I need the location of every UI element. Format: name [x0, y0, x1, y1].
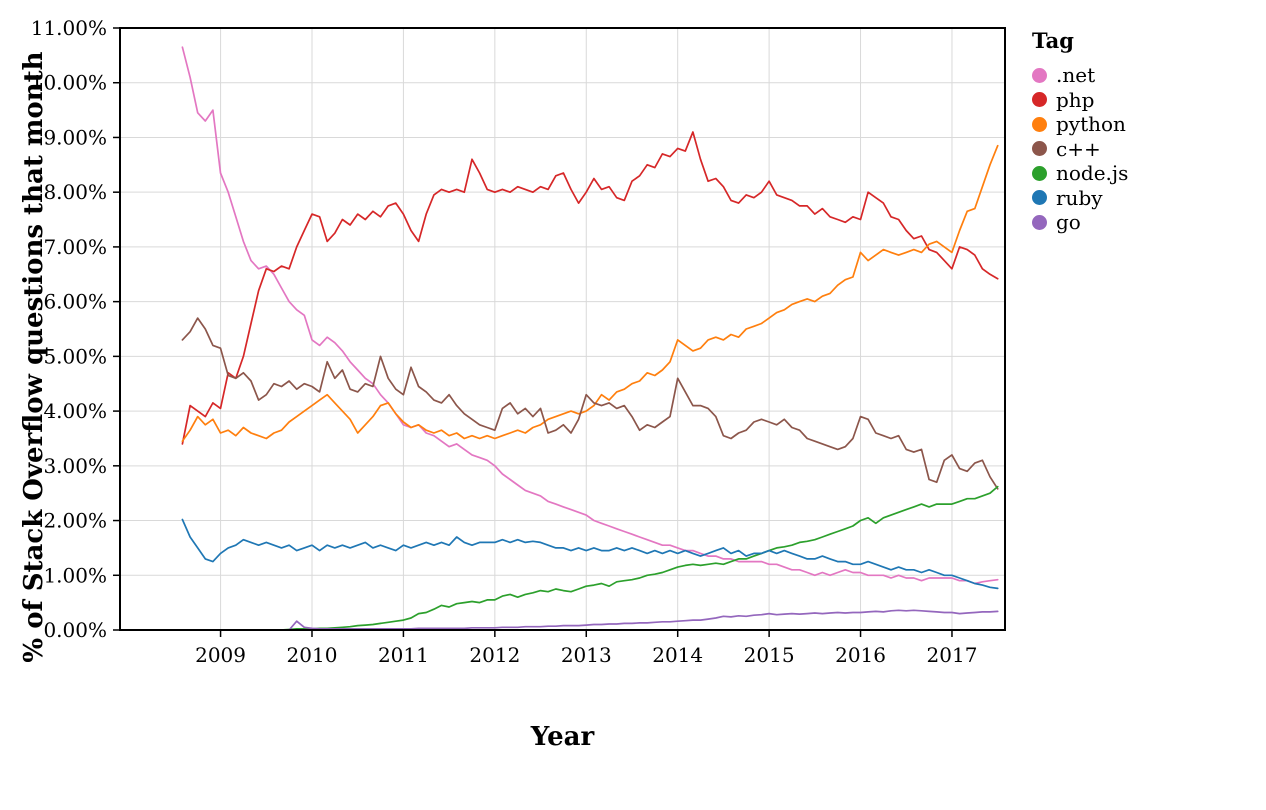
- legend-item-label: php: [1056, 87, 1095, 112]
- x-tick-label: 2011: [378, 643, 429, 667]
- x-tick-label: 2017: [927, 643, 978, 667]
- y-tick-label: 11.00%: [31, 16, 107, 40]
- legend-item-python: python: [1032, 112, 1128, 137]
- legend-item-label: go: [1056, 210, 1081, 235]
- series-line-python: [181, 144, 999, 443]
- y-tick-label: 5.00%: [43, 344, 107, 368]
- legend-item-.net: .net: [1032, 63, 1128, 88]
- x-axis-title: Year: [530, 722, 595, 752]
- x-tick-label: 2009: [195, 643, 246, 667]
- legend-item-label: ruby: [1056, 185, 1103, 210]
- series-line-node.js: [181, 485, 999, 631]
- y-tick-label: 2.00%: [43, 509, 107, 533]
- y-tick-label: 1.00%: [43, 563, 107, 587]
- legend-item-label: node.js: [1056, 161, 1129, 186]
- legend-item-go: go: [1032, 210, 1128, 235]
- y-axis-title: % of Stack Overflow questions that month: [19, 51, 49, 663]
- x-tick-label: 2014: [652, 643, 703, 667]
- series-line-go: [181, 609, 999, 631]
- x-tick-label: 2012: [469, 643, 520, 667]
- legend-color-dot-icon: [1032, 141, 1047, 157]
- legend-item-c++: c++: [1032, 137, 1128, 162]
- legend-color-dot-icon: [1032, 67, 1047, 83]
- y-tick-label: 9.00%: [43, 125, 107, 149]
- x-tick-label: 2015: [744, 643, 795, 667]
- series-line-c++: [181, 317, 999, 490]
- legend-item-label: python: [1056, 112, 1126, 137]
- y-tick-label: 0.00%: [43, 618, 107, 642]
- legend-title: Tag: [1032, 28, 1074, 53]
- legend-color-dot-icon: [1032, 92, 1047, 108]
- legend-color-dot-icon: [1032, 190, 1047, 206]
- x-tick-label: 2013: [561, 643, 612, 667]
- legend-color-dot-icon: [1032, 165, 1047, 181]
- series-line-php: [181, 131, 999, 445]
- x-tick-label: 2010: [287, 643, 338, 667]
- legend-item-label: c++: [1056, 136, 1101, 161]
- legend-item-label: .net: [1056, 63, 1096, 88]
- y-tick-label: 3.00%: [43, 454, 107, 478]
- series-line-ruby: [181, 518, 999, 590]
- plot-border: [119, 27, 1006, 631]
- legend-item-ruby: ruby: [1032, 186, 1128, 211]
- y-tick-label: 7.00%: [43, 235, 107, 259]
- y-tick-label: 6.00%: [43, 290, 107, 314]
- series-line-.net: [181, 46, 999, 585]
- y-tick-label: 10.00%: [31, 71, 107, 95]
- x-tick-label: 2016: [835, 643, 886, 667]
- legend-color-dot-icon: [1032, 116, 1047, 132]
- legend-color-dot-icon: [1032, 214, 1047, 230]
- legend-item-node.js: node.js: [1032, 161, 1128, 186]
- legend: Tag .net php python c++ node.js ruby go: [1032, 28, 1128, 235]
- y-tick-label: 4.00%: [43, 399, 107, 423]
- legend-item-php: php: [1032, 88, 1128, 113]
- legend-items: .net php python c++ node.js ruby go: [1032, 63, 1128, 235]
- y-tick-label: 8.00%: [43, 180, 107, 204]
